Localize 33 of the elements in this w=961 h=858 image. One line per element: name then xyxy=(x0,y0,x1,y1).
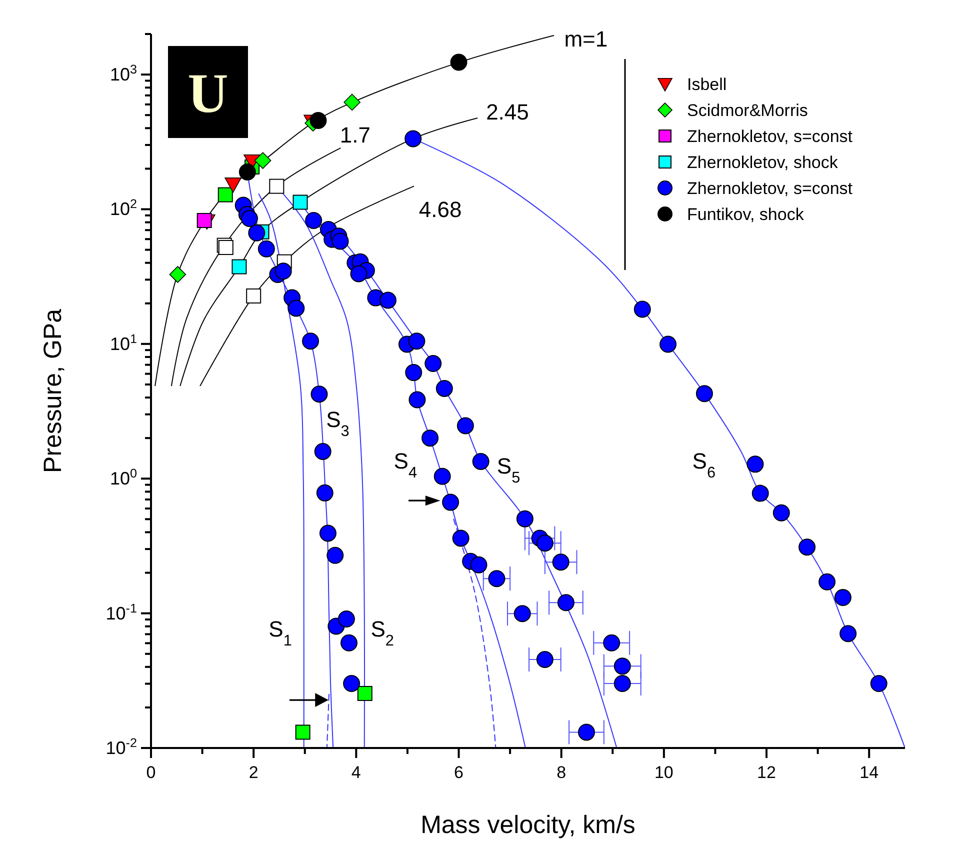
annotation: 1.7 xyxy=(340,122,370,148)
y-tick-label: 10$^{-2}$ xyxy=(106,736,137,758)
annotation: m=1 xyxy=(564,26,608,52)
legend-label: Zhernokletov, s=const xyxy=(687,127,853,146)
x-tick-label: 6 xyxy=(454,763,464,782)
legend-label: Funtikov, shock xyxy=(687,205,804,224)
x-tick-label: 0 xyxy=(146,763,156,782)
y-axis-title: Pressure, GPa xyxy=(39,308,67,473)
y-tick-label: 10$^{0}$ xyxy=(110,466,137,489)
annotation: 2.45 xyxy=(486,99,529,124)
legend-label: Isbell xyxy=(687,75,727,94)
annotation: 4.68 xyxy=(418,197,462,222)
x-tick-label: 8 xyxy=(556,763,566,782)
x-tick-label: 12 xyxy=(757,763,776,782)
x-tick-label: 14 xyxy=(860,763,879,782)
annotation: S$_{5}$ xyxy=(496,454,520,486)
y-tick-label: 10$^{3}$ xyxy=(110,62,137,85)
y-tick-label: 10$^{2}$ xyxy=(110,197,137,220)
annotation: S$_{6}$ xyxy=(692,448,716,482)
annotation: S$_{4}$ xyxy=(394,448,418,482)
legend-label: Zhernokletov, s=const xyxy=(687,179,853,198)
y-tick-label: 10$^{1}$ xyxy=(110,332,137,354)
annotation: S$_{3}$ xyxy=(326,406,350,440)
legend-label: Zhernokletov, shock xyxy=(687,153,838,172)
y-tick-label: 10$^{-1}$ xyxy=(106,601,137,624)
annotation: S$_{1}$ xyxy=(268,616,292,649)
annotation: S$_{2}$ xyxy=(370,616,394,649)
x-tick-label: 2 xyxy=(248,763,258,782)
x-tick-label: 4 xyxy=(351,763,361,782)
x-axis-title: Mass velocity, km/s xyxy=(420,811,636,839)
text: U xyxy=(188,63,228,125)
x-tick-label: 10 xyxy=(654,763,674,782)
legend-label: Scidmor&Morris xyxy=(687,101,808,120)
